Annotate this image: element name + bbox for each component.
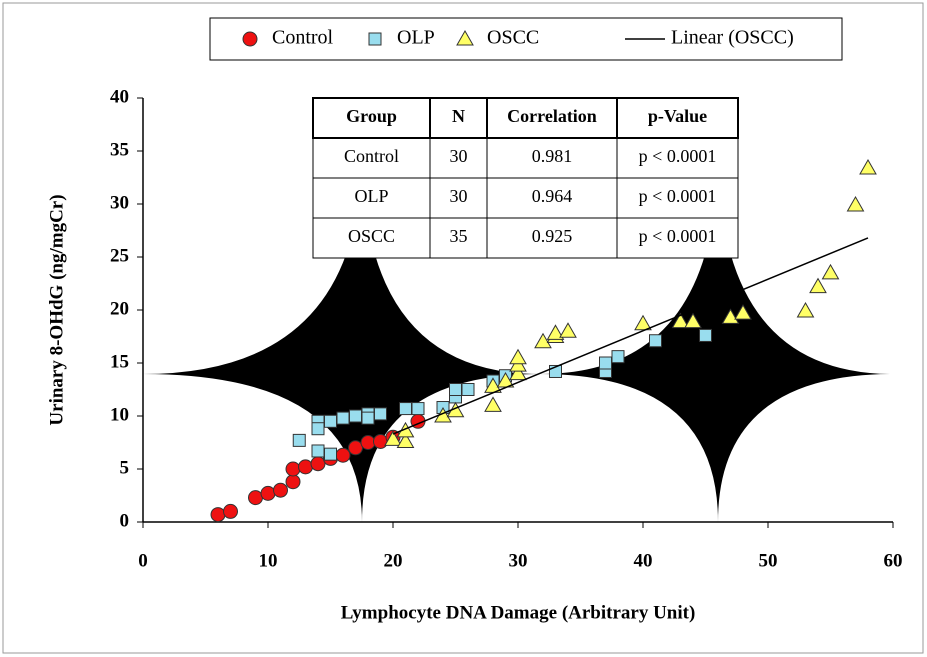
table-cell-text: 30: [450, 146, 468, 166]
point: [509, 348, 527, 365]
y-tick-label: 10: [110, 404, 129, 425]
background-shapes: [143, 150, 893, 522]
point: [796, 302, 815, 318]
x-tick-label: 50: [759, 550, 778, 571]
y-tick-label: 25: [110, 245, 129, 266]
y-tick-label: 35: [110, 139, 129, 160]
point: [546, 324, 565, 340]
point: [599, 356, 612, 370]
y-tick-label: 30: [110, 192, 129, 213]
star-shape: [143, 150, 540, 522]
point: [534, 332, 552, 349]
point: [223, 503, 238, 519]
table-cell: [616, 217, 739, 259]
point: [809, 277, 827, 294]
point: [324, 414, 337, 428]
point: [684, 312, 702, 329]
table-cell-text: p < 0.0001: [639, 146, 717, 166]
point: [210, 507, 226, 523]
point: [361, 411, 375, 425]
point: [384, 430, 402, 446]
table-cell-text: 0.925: [532, 226, 573, 246]
y-axis-label: Urinary 8-OHdG (ng/mgCr): [46, 194, 67, 425]
point: [734, 304, 752, 320]
table-header: N: [452, 106, 465, 126]
point: [399, 402, 412, 416]
table-cell-text: OLP: [354, 186, 388, 206]
x-tick-label: 30: [509, 550, 528, 571]
x-axis-label: Lymphocyte DNA Damage (Arbitrary Unit): [341, 602, 696, 623]
point: [484, 396, 502, 412]
point: [349, 409, 362, 423]
point: [396, 432, 415, 448]
star-shape: [540, 150, 893, 522]
point: [335, 447, 351, 463]
table-cell-text: p < 0.0001: [639, 226, 717, 246]
x-tick-label: 60: [884, 550, 903, 571]
table-cell-text: Control: [344, 146, 399, 166]
y-tick-label: 15: [110, 351, 129, 372]
point: [310, 456, 326, 472]
legend-marker: [368, 32, 382, 46]
legend-marker: [456, 29, 474, 46]
legend: [209, 17, 843, 61]
point: [324, 447, 337, 461]
point: [273, 482, 288, 498]
point: [821, 263, 840, 280]
legend-label: Linear (OSCC): [671, 27, 794, 49]
table-header: Correlation: [507, 106, 597, 126]
x-tick-label: 40: [634, 550, 653, 571]
y-tick-label: 0: [120, 510, 130, 531]
table-cell-text: 0.964: [532, 186, 573, 206]
point: [348, 440, 363, 456]
table-cell-text: OSCC: [348, 226, 395, 246]
point: [311, 422, 325, 436]
point: [509, 364, 527, 381]
legend-label: Control: [272, 27, 334, 49]
point: [634, 314, 652, 331]
legend-marker: [242, 31, 258, 47]
trend-line: [392, 237, 869, 435]
point: [360, 435, 376, 450]
y-tick-label: 5: [120, 457, 130, 478]
point: [260, 485, 276, 501]
legend-label: OLP: [397, 27, 435, 49]
table-cell-text: 35: [450, 226, 468, 246]
legend-label: OSCC: [487, 27, 539, 49]
point: [373, 433, 388, 449]
point: [285, 474, 301, 490]
y-tick-label: 40: [110, 86, 129, 107]
point: [721, 308, 740, 324]
point: [298, 459, 313, 475]
table-cell-text: p < 0.0001: [639, 186, 717, 206]
point: [285, 461, 301, 477]
point: [449, 383, 462, 396]
point: [292, 433, 306, 447]
point: [336, 411, 350, 425]
point: [461, 383, 475, 396]
point: [649, 334, 662, 348]
point: [859, 158, 877, 175]
point: [846, 196, 865, 212]
point: [311, 444, 325, 458]
y-tick-label: 20: [110, 298, 129, 319]
table-header: Group: [346, 106, 397, 126]
x-tick-label: 10: [259, 550, 278, 571]
table-cell-text: 0.981: [532, 146, 573, 166]
table-cell-text: 30: [450, 186, 468, 206]
point: [611, 350, 625, 364]
point: [411, 402, 425, 416]
point: [248, 490, 263, 506]
point: [374, 407, 387, 421]
table-header: p-Value: [648, 106, 707, 126]
point: [671, 312, 690, 329]
x-tick-label: 0: [138, 550, 148, 571]
point: [699, 328, 712, 342]
x-tick-label: 20: [384, 550, 403, 571]
point: [559, 322, 577, 338]
